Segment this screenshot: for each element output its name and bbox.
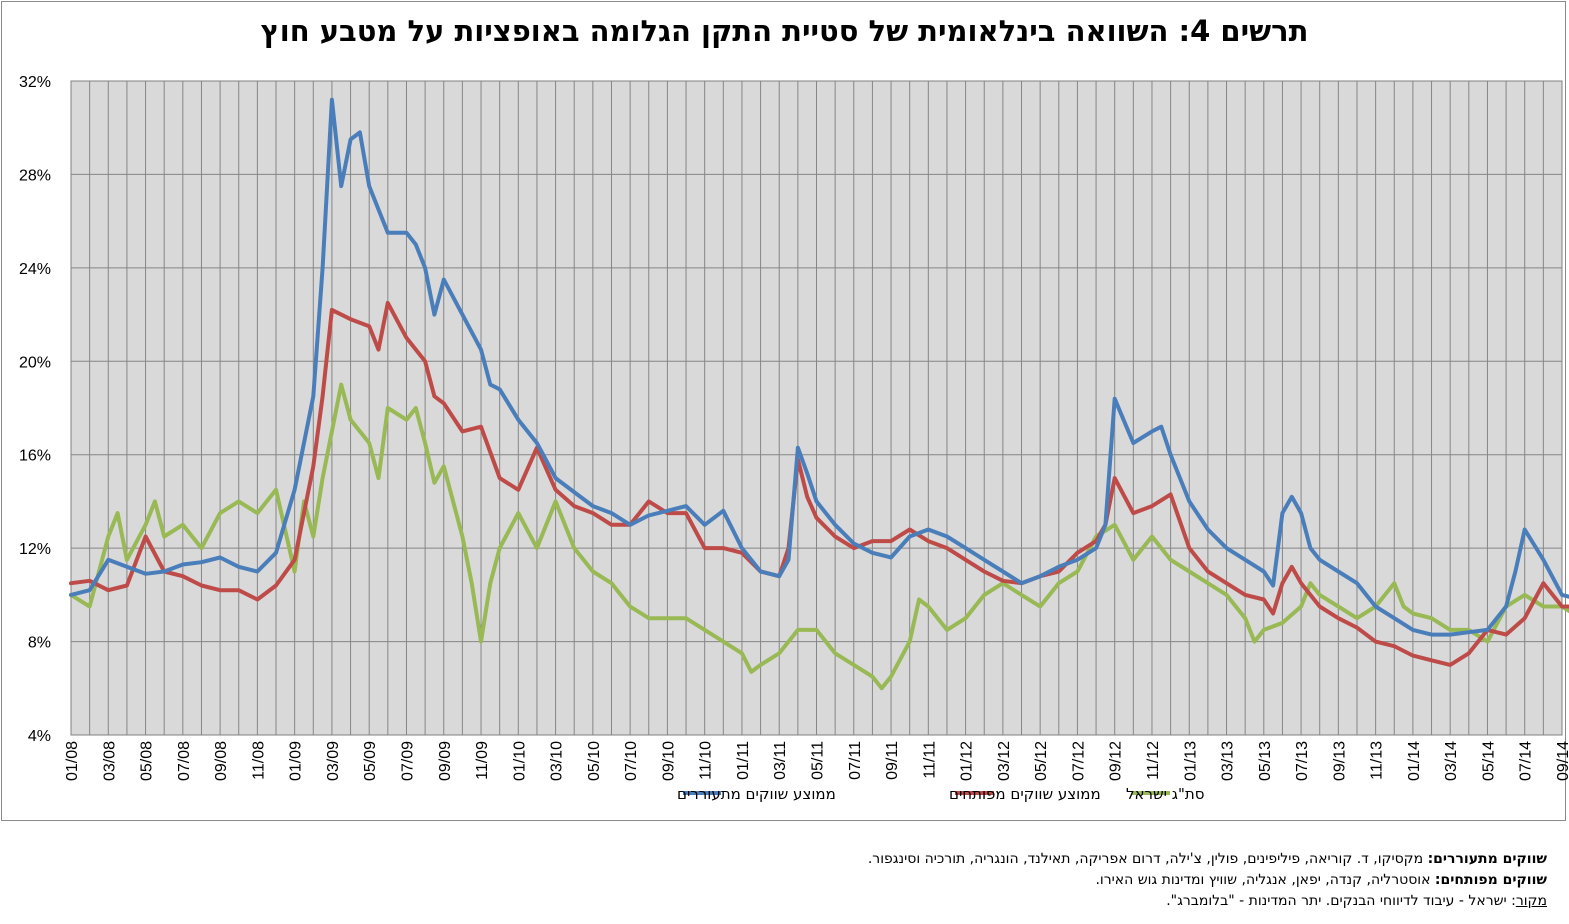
- x-tick-label: 05/11: [810, 741, 827, 780]
- plot-border: [70, 80, 1563, 736]
- chart-title: תרשים 4: השוואה בינלאומית של סטיית התקן …: [260, 14, 1309, 48]
- x-tick-label: 09/10: [660, 741, 677, 781]
- x-tick-label: 01/11: [735, 741, 752, 780]
- x-tick-label: 03/10: [549, 741, 566, 781]
- y-tick-label: 20%: [19, 354, 51, 371]
- y-tick-label: 32%: [19, 74, 51, 91]
- x-tick-label: 03/11: [772, 741, 789, 780]
- y-tick-label: 24%: [19, 261, 51, 278]
- x-tick-label: 07/14: [1518, 741, 1535, 781]
- x-tick-label: 11/09: [474, 741, 491, 780]
- legend: סת"ג ישראל ממוצע שווקים מפותחים ממוצע שווק…: [677, 785, 1204, 803]
- x-tick-label: 03/12: [996, 741, 1013, 781]
- note-emerging: שווקים מתעוררים: מקסיקו, ד. קוריאה, פילי…: [868, 851, 1547, 867]
- note-source-label: מקור: [1515, 893, 1547, 909]
- x-tick-label: 11/08: [250, 741, 267, 780]
- x-tick-label: 07/09: [399, 741, 416, 781]
- note-developed-label: שווקים מפותחים:: [1434, 872, 1547, 888]
- note-source-text: : ישראל - עיבוד לדיווחי הבנקים. יתר המדי…: [1166, 893, 1516, 909]
- chart-frame: [1, 1, 1566, 821]
- y-tick-label: 8%: [28, 635, 51, 652]
- x-tick-label: 09/11: [884, 741, 901, 780]
- x-axis: 01/08 03/08 05/08 07/08 09/08 11/08 01/09 03/09…: [64, 741, 1569, 781]
- x-tick-label: 03/13: [1220, 741, 1237, 781]
- legend-entry-developed: ממוצע שווקים מפותחים: [949, 785, 1101, 803]
- series-lines: [69, 97, 1569, 691]
- x-tick-label: 01/08: [64, 741, 81, 781]
- x-tick-label: 07/10: [623, 741, 640, 781]
- x-tick-label: 09/14: [1555, 741, 1569, 781]
- x-tick-label: 09/08: [213, 741, 230, 781]
- series-line-israel: [69, 382, 1569, 691]
- x-tick-label: 03/09: [325, 741, 342, 781]
- x-tick-label: 07/08: [176, 741, 193, 781]
- x-tick-label: 09/13: [1331, 741, 1348, 781]
- x-tick-label: 05/09: [362, 741, 379, 781]
- y-tick-label: 4%: [28, 728, 51, 745]
- x-tick-label: 07/12: [1070, 741, 1087, 781]
- x-tick-label: 11/12: [1145, 741, 1162, 780]
- series-line-developed: [69, 300, 1569, 667]
- x-tick-label: 09/12: [1108, 741, 1125, 781]
- x-tick-label: 01/09: [288, 741, 305, 781]
- grid-lines: [70, 80, 1563, 736]
- note-emerging-label: שווקים מתעוררים:: [1427, 851, 1547, 867]
- legend-entry-emerging: ממוצע שווקים מתעוררים: [677, 785, 836, 803]
- x-tick-label: 11/10: [698, 741, 715, 780]
- note-source: מקור: ישראל - עיבוד לדיווחי הבנקים. יתר …: [1166, 893, 1547, 909]
- note-developed-text: אוסטרליה, קנדה, יפאן, אנגליה, שוויץ ומדי…: [1095, 872, 1431, 888]
- x-tick-label: 01/10: [511, 741, 528, 781]
- x-tick-label: 03/14: [1443, 741, 1460, 781]
- y-tick-label: 16%: [19, 448, 51, 465]
- x-tick-label: 05/14: [1480, 741, 1497, 781]
- note-developed: שווקים מפותחים: אוסטרליה, קנדה, יפאן, אנ…: [1095, 872, 1547, 888]
- y-axis: 4% 8% 12% 16% 20% 24% 28% 32%: [19, 74, 51, 745]
- x-tick-label: 11/11: [921, 741, 938, 779]
- x-tick-label: 01/12: [959, 741, 976, 781]
- x-tick-label: 03/08: [101, 741, 118, 781]
- x-tick-label: 05/08: [139, 741, 156, 781]
- x-tick-label: 09/09: [437, 741, 454, 781]
- x-tick-label: 07/11: [847, 741, 864, 780]
- x-tick-label: 05/10: [586, 741, 603, 781]
- x-tick-label: 01/14: [1406, 741, 1423, 781]
- y-tick-label: 28%: [19, 167, 51, 184]
- x-tick-label: 07/13: [1294, 741, 1311, 781]
- y-tick-label: 12%: [19, 541, 51, 558]
- x-tick-label: 05/12: [1033, 741, 1050, 781]
- x-tick-label: 05/13: [1257, 741, 1274, 781]
- series-line-emerging: [69, 97, 1569, 637]
- note-emerging-text: מקסיקו, ד. קוריאה, פיליפינים, פולין, צ'י…: [867, 851, 1424, 867]
- x-tick-label: 01/13: [1182, 741, 1199, 781]
- legend-entry-israel: סת"ג ישראל: [1126, 785, 1204, 803]
- x-tick-label: 11/13: [1369, 741, 1386, 780]
